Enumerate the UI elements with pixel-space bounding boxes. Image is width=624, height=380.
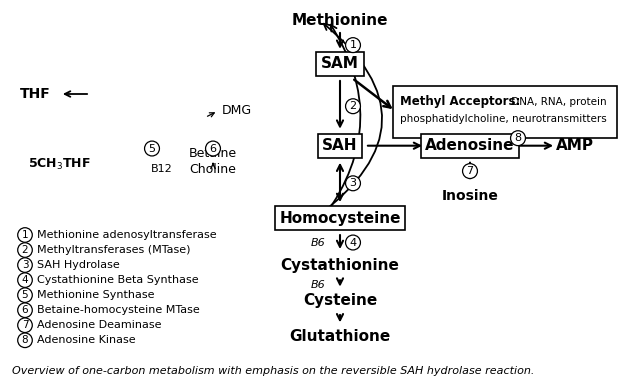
- Text: Choline: Choline: [190, 163, 236, 176]
- Text: SAH: SAH: [322, 138, 358, 153]
- Text: Inosine: Inosine: [442, 188, 499, 203]
- Text: 5: 5: [149, 144, 155, 154]
- Text: 7: 7: [22, 320, 28, 330]
- Text: Homocysteine: Homocysteine: [280, 211, 401, 226]
- Text: DNA, RNA, protein: DNA, RNA, protein: [508, 97, 607, 106]
- Text: DMG: DMG: [222, 105, 252, 117]
- Text: phosphatidylcholine, neurotransmitters: phosphatidylcholine, neurotransmitters: [400, 114, 607, 124]
- Text: SAH Hydrolase: SAH Hydrolase: [37, 260, 120, 270]
- Text: Adenosine Deaminase: Adenosine Deaminase: [37, 320, 162, 330]
- Text: Methionine Synthase: Methionine Synthase: [37, 290, 155, 300]
- Text: 6: 6: [22, 305, 28, 315]
- Text: Methionine adenosyltransferase: Methionine adenosyltransferase: [37, 230, 217, 240]
- Text: 6: 6: [210, 144, 217, 154]
- Text: 2: 2: [22, 245, 28, 255]
- Text: Methyltransferases (MTase): Methyltransferases (MTase): [37, 245, 190, 255]
- Text: 8: 8: [22, 335, 28, 345]
- Text: Cystathionine: Cystathionine: [281, 258, 399, 272]
- Text: Cysteine: Cysteine: [303, 293, 377, 308]
- Text: 8: 8: [514, 133, 522, 143]
- Text: 2: 2: [349, 101, 356, 111]
- Text: AMP: AMP: [556, 138, 594, 153]
- Text: 7: 7: [466, 166, 474, 176]
- Text: Methyl Acceptors:: Methyl Acceptors:: [400, 95, 520, 108]
- Text: Adenosine: Adenosine: [425, 138, 515, 153]
- Text: 4: 4: [349, 238, 356, 247]
- Text: Overview of one-carbon metabolism with emphasis on the reversible SAH hydrolase : Overview of one-carbon metabolism with e…: [12, 366, 535, 376]
- Text: Adenosine Kinase: Adenosine Kinase: [37, 335, 135, 345]
- Text: 3: 3: [349, 178, 356, 188]
- Text: Methionine: Methionine: [292, 13, 388, 28]
- Text: Cystathionine Beta Synthase: Cystathionine Beta Synthase: [37, 275, 198, 285]
- FancyBboxPatch shape: [393, 86, 617, 138]
- Text: 1: 1: [349, 40, 356, 50]
- Text: THF: THF: [19, 87, 51, 101]
- Text: B12: B12: [151, 164, 173, 174]
- Text: Glutathione: Glutathione: [290, 329, 391, 344]
- Text: B6: B6: [310, 238, 325, 247]
- Text: 4: 4: [22, 275, 28, 285]
- Text: Betaine: Betaine: [189, 147, 237, 160]
- Text: 1: 1: [22, 230, 28, 240]
- Text: SAM: SAM: [321, 56, 359, 71]
- Text: B6: B6: [310, 280, 325, 290]
- Text: Betaine-homocysteine MTase: Betaine-homocysteine MTase: [37, 305, 200, 315]
- Text: 5: 5: [22, 290, 28, 300]
- Text: 5CH$_3$THF: 5CH$_3$THF: [28, 157, 91, 172]
- Text: 3: 3: [22, 260, 28, 270]
